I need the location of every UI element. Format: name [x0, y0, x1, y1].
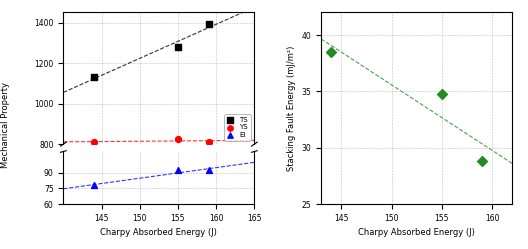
Y-axis label: Stacking Fault Energy (mJ/m²): Stacking Fault Energy (mJ/m²) [287, 46, 296, 171]
YS [90, 140, 98, 144]
YS [204, 140, 213, 144]
TS [174, 45, 182, 49]
Legend: TS, YS, EI: TS, YS, EI [224, 114, 251, 141]
Point [327, 50, 335, 54]
YS [174, 137, 182, 141]
EI [204, 169, 213, 173]
TS [204, 22, 213, 26]
TS [90, 75, 98, 79]
X-axis label: Charpy Absorbed Energy (J): Charpy Absorbed Energy (J) [358, 229, 475, 238]
EI [174, 169, 182, 173]
Point [438, 92, 446, 96]
EI [90, 183, 98, 187]
Text: Mechanical Property: Mechanical Property [1, 81, 10, 168]
X-axis label: Charpy Absorbed Energy (J): Charpy Absorbed Energy (J) [100, 229, 218, 238]
Point [478, 159, 486, 163]
